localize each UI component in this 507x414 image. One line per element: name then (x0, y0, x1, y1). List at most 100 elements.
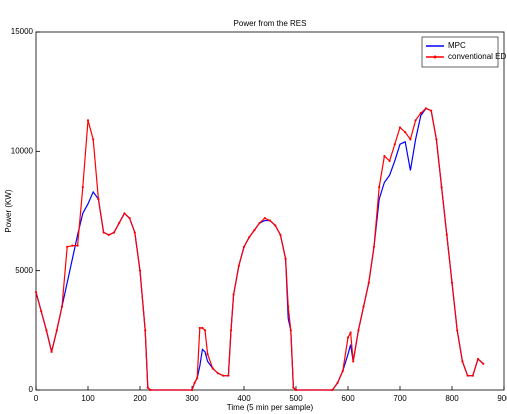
marker (456, 329, 459, 332)
marker (149, 388, 152, 392)
marker (398, 126, 402, 129)
marker (248, 236, 251, 239)
marker (206, 353, 209, 356)
marker (227, 374, 230, 377)
marker (102, 231, 105, 234)
marker (92, 138, 95, 141)
marker (40, 310, 43, 313)
x-tick-label: 300 (185, 394, 199, 403)
marker (229, 329, 233, 332)
marker (279, 233, 282, 236)
marker (331, 388, 334, 392)
marker (357, 329, 360, 332)
marker (201, 326, 204, 330)
marker (341, 369, 344, 373)
x-tick-label: 700 (393, 394, 407, 403)
x-tick-label: 0 (34, 394, 39, 403)
marker (430, 109, 433, 112)
marker (196, 376, 199, 380)
marker (50, 350, 53, 353)
marker (258, 221, 261, 225)
marker (216, 372, 220, 375)
legend-label: conventional ED (448, 52, 506, 61)
marker (193, 381, 196, 384)
marker (445, 233, 448, 236)
marker (138, 269, 142, 272)
marker (450, 281, 454, 284)
marker (352, 360, 355, 363)
marker (118, 221, 121, 225)
x-tick-label: 800 (445, 394, 459, 403)
marker (133, 231, 136, 234)
marker (466, 374, 469, 377)
marker (435, 138, 438, 141)
legend-label: MPC (448, 41, 466, 50)
marker (268, 219, 272, 222)
marker (66, 245, 69, 248)
marker (242, 245, 246, 248)
marker (55, 329, 58, 332)
marker (372, 245, 376, 248)
marker (336, 381, 339, 384)
y-tick-label: 5000 (15, 266, 33, 275)
marker (237, 264, 240, 267)
marker (294, 388, 298, 392)
x-tick-label: 900 (497, 394, 507, 403)
x-tick-label: 500 (289, 394, 303, 403)
legend-box (421, 36, 499, 68)
marker (378, 186, 381, 189)
marker (393, 143, 396, 146)
marker (253, 228, 256, 232)
x-tick-label: 400 (237, 394, 251, 403)
series-line (35, 107, 484, 391)
marker (34, 291, 38, 294)
marker (60, 305, 64, 308)
x-tick-label: 100 (81, 394, 95, 403)
marker (107, 233, 110, 236)
marker (263, 217, 266, 220)
marker (232, 293, 235, 296)
marker (86, 119, 90, 122)
x-tick-label: 600 (341, 394, 355, 403)
marker (81, 186, 84, 189)
marker (112, 231, 116, 234)
marker (146, 386, 149, 389)
marker (198, 326, 201, 330)
marker (482, 362, 485, 365)
marker (476, 357, 480, 361)
marker (383, 155, 386, 158)
marker (71, 244, 74, 247)
y-tick-label: 0 (29, 385, 34, 394)
marker (144, 329, 147, 332)
marker (123, 212, 126, 215)
chart-title: Power from the RES (234, 19, 307, 28)
marker (362, 305, 365, 308)
marker (284, 257, 287, 260)
marker (211, 367, 214, 370)
y-tick-label: 15000 (11, 27, 34, 36)
marker (424, 107, 428, 110)
x-tick-label: 200 (133, 394, 147, 403)
y-axis-label: Power (KW) (4, 189, 13, 232)
marker (128, 217, 131, 220)
x-axis-label: Time (5 min per sample) (227, 403, 314, 412)
marker (287, 305, 290, 308)
marker (404, 131, 407, 134)
marker (289, 329, 292, 332)
marker (292, 386, 295, 389)
marker (274, 224, 277, 227)
marker (414, 119, 417, 122)
legend-marker (433, 55, 437, 59)
marker (349, 331, 352, 334)
marker (222, 374, 225, 377)
marker (97, 197, 100, 201)
plot-area (35, 31, 505, 391)
marker (388, 159, 391, 162)
marker (346, 336, 350, 339)
marker (45, 329, 48, 332)
marker (461, 360, 464, 363)
marker (76, 244, 79, 247)
marker (471, 374, 474, 377)
